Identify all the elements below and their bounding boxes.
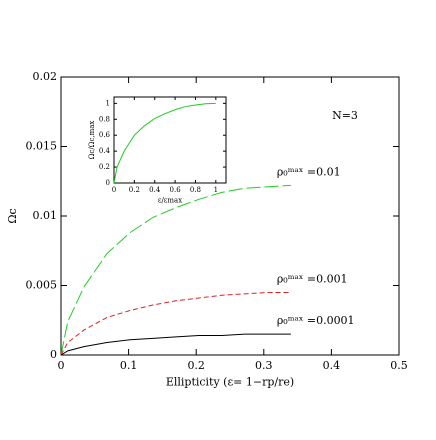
x-tick-label: 0.3 [255,359,273,372]
plot-frame [113,96,227,184]
series-label: ρ₀ᵐᵃˣ =0.001 [277,272,348,285]
y-tick-label: 0.01 [33,209,58,222]
y-tick-label: 0 [50,348,57,361]
x-tick-label: 0.1 [120,359,138,372]
x-tick-label: 0.2 [129,186,140,194]
x-axis-label: ε/εmax [158,197,182,205]
series-line [60,333,291,356]
x-tick-label: 0.5 [390,359,408,372]
y-axis-label: Ωc/Ωc,max [88,121,96,160]
x-tick-label: 0.4 [149,186,161,194]
x-tick-label: 0.6 [170,186,182,194]
x-tick-label: 0.8 [190,186,201,194]
series-label: ρ₀ᵐᵃˣ =0.0001 [277,314,355,327]
series-line [113,102,216,184]
y-tick-label: 0.005 [26,279,58,292]
y-tick-label: 0.2 [99,163,110,171]
x-axis-label: Ellipticity (ε= 1−rp/re) [166,376,294,389]
y-tick-label: 0.4 [99,147,111,155]
x-tick-label: 0 [58,359,65,372]
x-tick-label: 0.4 [323,359,341,372]
y-tick-label: 0.02 [33,70,58,83]
y-tick-label: 0 [106,179,110,187]
series-line [60,291,291,356]
y-axis-label: Ωc [6,208,19,223]
y-tick-label: 0.015 [26,140,58,153]
series-line [60,184,291,356]
annotation: N=3 [332,109,358,122]
y-tick-label: 0.8 [99,115,110,123]
y-tick-label: 1 [106,99,110,107]
y-tick-label: 0.6 [99,131,111,139]
series-label: ρ₀ᵐᵃˣ =0.01 [277,165,341,178]
x-tick-label: 0 [112,186,116,194]
x-tick-label: 1 [214,186,218,194]
x-tick-label: 0.2 [187,359,205,372]
